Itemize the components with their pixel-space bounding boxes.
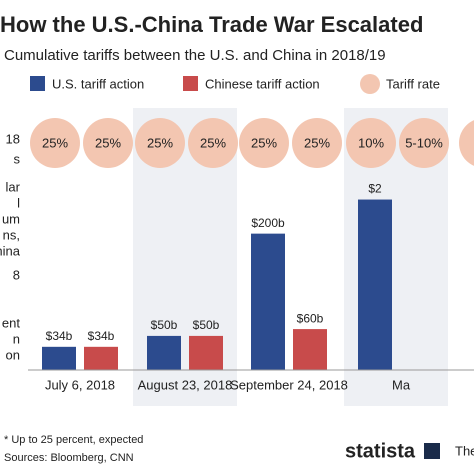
x-tick-label: September 24, 2018: [230, 377, 348, 392]
side-fragment: hina: [0, 243, 21, 258]
value-label: $34b: [46, 329, 73, 343]
rate-label: 25%: [42, 135, 68, 150]
side-fragment: on: [6, 347, 20, 362]
value-label: $200b: [251, 216, 285, 230]
rate-bubble: [459, 120, 474, 166]
side-fragment: lar: [6, 179, 21, 194]
side-fragment: s: [14, 151, 21, 166]
legend-label: Tariff rate: [386, 76, 440, 91]
bar: [358, 199, 392, 370]
rate-bubble: [83, 118, 133, 168]
rate-label: 10%: [358, 135, 384, 150]
bar: [189, 335, 223, 370]
rate-bubble: [399, 118, 449, 168]
bar: [251, 233, 285, 370]
rate-label: 25%: [200, 135, 226, 150]
legend-swatch: [30, 76, 45, 91]
footnote: * Up to 25 percent, expected: [4, 434, 143, 446]
chart-title: How the U.S.-China Trade War Escalated: [0, 12, 423, 37]
value-label: $2: [368, 182, 382, 196]
rate-label: 5-10%: [405, 135, 443, 150]
x-tick-label: August 23, 2018: [138, 377, 233, 392]
value-label: $50b: [151, 318, 178, 332]
value-label: $50b: [193, 318, 220, 332]
rate-label: 25%: [304, 135, 330, 150]
legend-label: Chinese tariff action: [205, 76, 320, 91]
rate-bubble: [292, 118, 342, 168]
rate-bubble: [188, 118, 238, 168]
bar: [293, 329, 327, 370]
brand-tail: The: [455, 443, 474, 458]
bar: [84, 346, 118, 370]
legend-label: U.S. tariff action: [52, 76, 144, 91]
rate-bubble: [135, 118, 185, 168]
value-label: $60b: [297, 311, 324, 325]
side-fragment: 18: [6, 131, 20, 146]
side-fragment: ent: [2, 315, 20, 330]
value-label: $34b: [88, 329, 115, 343]
rate-label: 25%: [95, 135, 121, 150]
bar: [42, 346, 76, 370]
side-fragment: ns,: [3, 227, 20, 242]
side-fragment: l: [17, 195, 20, 210]
side-fragment: 8: [13, 267, 20, 282]
brand: statista: [345, 440, 416, 462]
rate-label: 25%: [251, 135, 277, 150]
legend-swatch: [183, 76, 198, 91]
chart-subtitle: Cumulative tariffs between the U.S. and …: [4, 47, 386, 64]
bar: [147, 335, 181, 370]
source: Sources: Bloomberg, CNN: [4, 452, 134, 464]
side-fragment: um: [2, 211, 20, 226]
x-tick-label: Ma: [392, 377, 411, 392]
rate-bubble: [346, 118, 396, 168]
rate-bubble: [239, 118, 289, 168]
side-fragment: n: [13, 331, 20, 346]
legend-swatch: [360, 74, 380, 94]
x-tick-label: July 6, 2018: [45, 377, 115, 392]
brand-icon: [424, 443, 440, 459]
rate-label: 25%: [147, 135, 173, 150]
rate-bubble: [30, 118, 80, 168]
